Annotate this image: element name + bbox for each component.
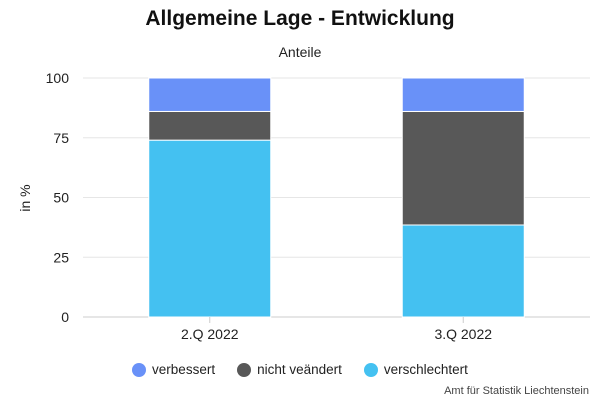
y-tick-label: 50 xyxy=(53,190,69,206)
legend-swatch-icon xyxy=(237,362,252,377)
y-tick-label: 0 xyxy=(61,309,69,325)
source-credit: Amt für Statistik Liechtenstein xyxy=(444,385,589,397)
x-tick-labels: 2.Q 2022 3.Q 2022 xyxy=(181,317,492,342)
bar-segment xyxy=(401,110,525,226)
legend-label: verbessert xyxy=(152,362,216,377)
legend-item[interactable]: verbessert xyxy=(132,362,215,377)
bar-segment xyxy=(401,77,525,112)
y-tick-label: 25 xyxy=(53,249,69,265)
legend: verbessert nicht veändert verschlechtert xyxy=(0,362,600,377)
bar-segment xyxy=(148,139,272,318)
y-tick-labels: 0 25 50 75 100 xyxy=(46,70,70,325)
bar-segment xyxy=(401,224,525,318)
legend-swatch-icon xyxy=(363,362,378,377)
legend-item[interactable]: nicht veändert xyxy=(237,362,342,377)
bar-segment xyxy=(148,77,272,112)
x-tick-label: 2.Q 2022 xyxy=(181,326,239,342)
legend-swatch-icon xyxy=(132,362,147,377)
chart-title: Allgemeine Lage - Entwicklung xyxy=(145,7,455,30)
y-tick-label: 100 xyxy=(46,70,70,86)
y-axis-label: in % xyxy=(17,184,33,211)
chart-subtitle: Anteile xyxy=(278,44,322,60)
legend-item[interactable]: verschlechtert xyxy=(363,362,468,377)
bar-segment xyxy=(148,110,272,141)
y-tick-label: 75 xyxy=(53,130,69,146)
legend-label: verschlechtert xyxy=(383,362,468,377)
x-tick-label: 3.Q 2022 xyxy=(434,326,492,342)
legend-label: nicht veändert xyxy=(257,362,342,377)
